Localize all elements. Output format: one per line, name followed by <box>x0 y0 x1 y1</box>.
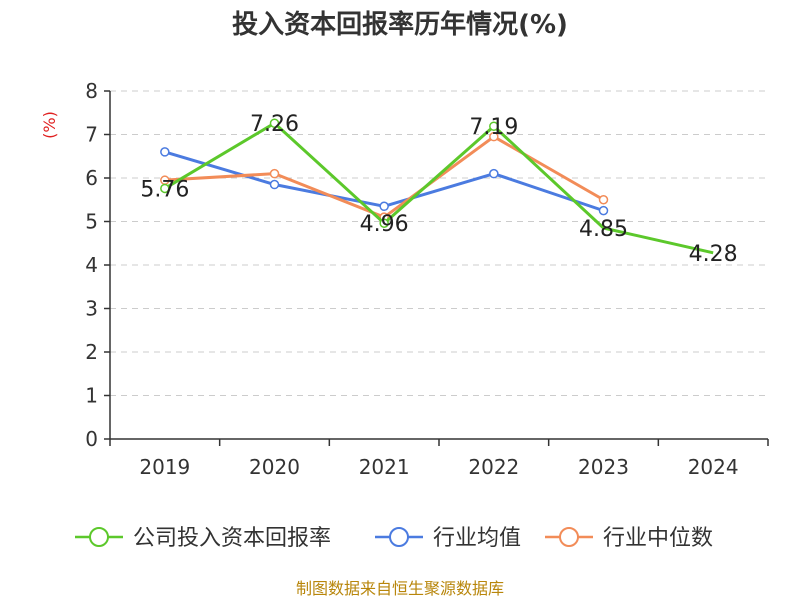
source-note: 制图数据来自恒生聚源数据库 <box>296 579 504 598</box>
data-point <box>379 218 389 228</box>
y-tick-label: 5 <box>85 210 98 234</box>
data-point <box>489 121 499 131</box>
data-label: 4.85 <box>579 217 628 242</box>
x-tick-label: 2023 <box>578 455 629 479</box>
x-tick-label: 2019 <box>139 455 190 479</box>
legend[interactable]: 公司投入资本回报率 行业均值 行业中位数 <box>75 526 713 551</box>
x-tick-label: 2020 <box>249 455 300 479</box>
data-point <box>269 118 280 128</box>
y-tick-label: 2 <box>85 340 98 364</box>
legend-marker <box>389 527 409 547</box>
legend-item[interactable]: 行业均值 <box>375 526 521 551</box>
y-tick-label: 6 <box>85 166 98 190</box>
data-point <box>598 205 609 216</box>
x-tick-label: 2021 <box>359 455 410 479</box>
y-tick-label: 7 <box>85 123 98 147</box>
y-tick-label: 0 <box>85 427 98 451</box>
series <box>160 118 714 255</box>
y-tick-label: 3 <box>85 297 98 321</box>
legend-marker <box>559 527 579 547</box>
legend-label: 行业中位数 <box>603 526 713 551</box>
data-point <box>160 147 170 157</box>
x-tick-label: 2022 <box>468 455 519 479</box>
data-point <box>160 183 170 194</box>
y-tick-label: 4 <box>85 253 98 277</box>
data-point <box>269 179 280 190</box>
y-tick-label: 8 <box>85 79 98 103</box>
data-labels: 5.76 7.26 4.96 7.19 4.85 4.28 <box>140 112 737 267</box>
chart-title: 投入资本回报率历年情况(%) <box>232 9 568 40</box>
y-axis-label: (%) <box>40 111 59 139</box>
data-point <box>598 195 609 205</box>
legend-item[interactable]: 行业中位数 <box>545 526 713 551</box>
y-tick-label: 1 <box>85 384 98 408</box>
x-tick-label: 2024 <box>688 455 739 479</box>
data-point <box>269 168 280 179</box>
data-label: 7.19 <box>469 115 518 140</box>
data-point <box>379 201 389 212</box>
data-point <box>489 131 499 142</box>
series-line <box>164 121 714 255</box>
data-label: 4.28 <box>689 242 738 267</box>
data-label: 4.96 <box>360 212 409 237</box>
data-label: 7.26 <box>250 112 299 137</box>
axes: 0 1 2 3 4 5 6 7 8 2019 2020 2021 2022 2023 2024 <box>85 79 769 479</box>
data-point <box>489 168 499 179</box>
data-label: 5.76 <box>140 177 189 202</box>
legend-item[interactable]: 公司投入资本回报率 <box>75 526 331 551</box>
legend-marker <box>89 527 109 547</box>
legend-label: 公司投入资本回报率 <box>133 526 331 551</box>
legend-label: 行业均值 <box>433 526 521 551</box>
